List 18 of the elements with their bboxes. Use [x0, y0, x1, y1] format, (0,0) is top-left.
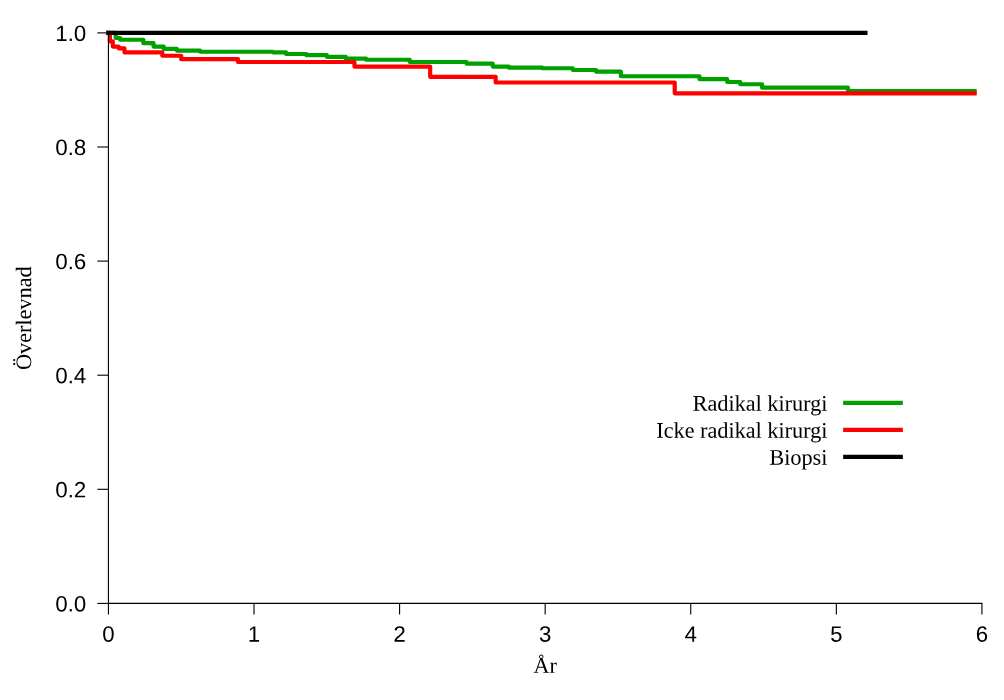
y-tick-label: 0.8 — [56, 139, 86, 156]
x-tick-label: 1 — [249, 626, 260, 642]
y-tick-label: 0.6 — [56, 253, 86, 270]
legend-label: Icke radikal kirurgi — [657, 422, 828, 443]
x-tick-label: 5 — [831, 626, 842, 642]
x-axis-title: År — [533, 654, 557, 673]
y-axis-title: Överlevnad — [13, 266, 32, 370]
y-tick-label: 0.4 — [56, 367, 86, 384]
x-tick-label: 0 — [103, 626, 114, 642]
x-tick-label: 3 — [539, 626, 551, 642]
x-tick-label: 2 — [394, 626, 405, 642]
x-tick-label: 6 — [976, 626, 988, 642]
legend-label: Radikal kirurgi — [693, 395, 828, 416]
y-tick-label: 0.0 — [56, 595, 86, 612]
y-tick-label: 1.0 — [57, 25, 86, 42]
legend-label: Biopsi — [770, 449, 828, 470]
y-tick-label: 0.2 — [56, 481, 86, 498]
x-tick-label: 4 — [685, 626, 697, 642]
